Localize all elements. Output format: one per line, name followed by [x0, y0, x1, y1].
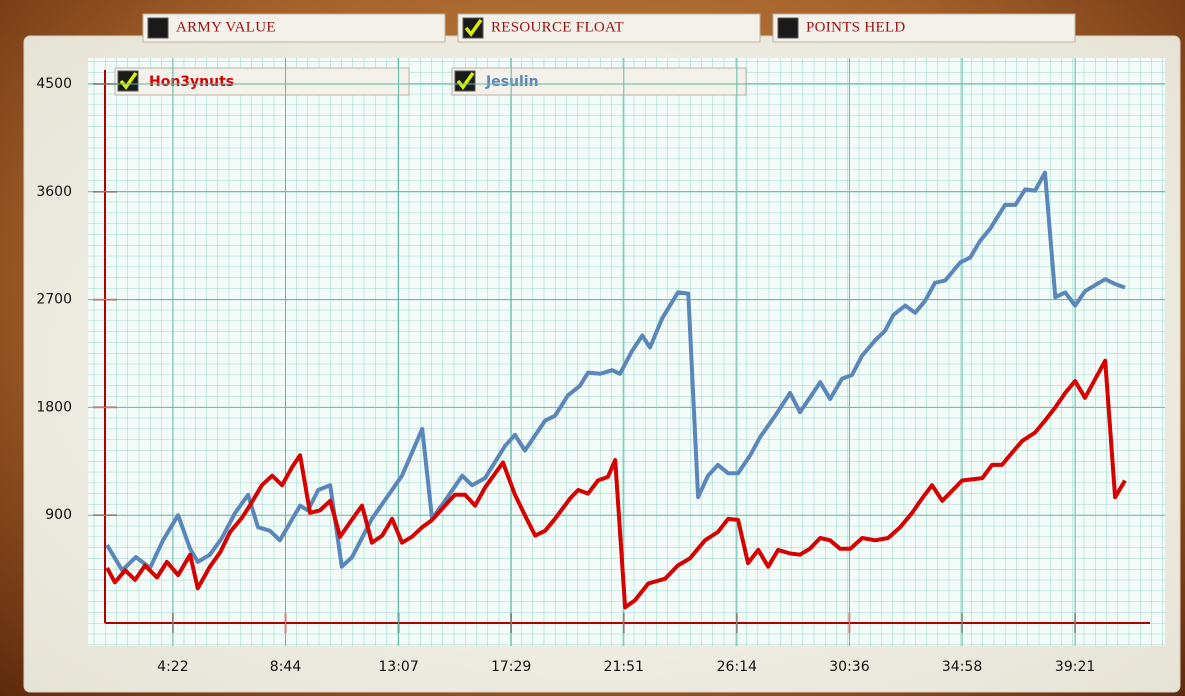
- x-tick-label: 26:14: [717, 659, 757, 675]
- tab-box: [142, 13, 446, 43]
- y-tick-label: 1800: [36, 399, 72, 415]
- legend-box: [114, 67, 410, 96]
- chart: ARMY VALUE RESOURCE FLOAT POINTS HELD Hon3y…: [36, 13, 1165, 675]
- grid-pattern: [88, 58, 1165, 646]
- tab[interactable]: POINTS HELD: [772, 13, 1076, 43]
- y-tick-label: 3600: [36, 184, 72, 200]
- y-tick-label: 900: [45, 507, 72, 523]
- legend-entry[interactable]: Jesulin: [451, 67, 747, 96]
- x-tick-label: 17:29: [491, 659, 531, 675]
- checkbox: [147, 17, 169, 39]
- legend-box: [451, 67, 747, 96]
- tab-box: [457, 13, 761, 43]
- checkmark: [119, 71, 138, 90]
- series-line: [105, 358, 1127, 610]
- tab-box: [772, 13, 1076, 43]
- checkmark: [456, 71, 475, 90]
- y-tick-label: 4500: [36, 76, 72, 92]
- x-tick-label: 21:51: [604, 659, 644, 675]
- x-tick-label: 4:22: [157, 659, 188, 675]
- x-tick-label: 34:58: [942, 659, 982, 675]
- x-tick-label: 8:44: [270, 659, 302, 675]
- tab-label: ARMY VALUE: [176, 19, 276, 35]
- series-line: [105, 170, 1126, 573]
- tab[interactable]: ARMY VALUE: [142, 13, 446, 43]
- legend-label: Hon3ynuts: [149, 74, 234, 90]
- x-tick-label: 39:21: [1055, 659, 1095, 675]
- checkmark: [464, 18, 483, 37]
- x-tick-label: 13:07: [378, 659, 418, 675]
- legend-entry[interactable]: Hon3ynuts: [114, 67, 410, 96]
- x-tick-label: 30:36: [829, 659, 869, 675]
- tab-label: POINTS HELD: [806, 19, 906, 35]
- legend-label: Jesulin: [485, 74, 539, 90]
- tab-label: RESOURCE FLOAT: [491, 19, 624, 35]
- y-tick-label: 2700: [36, 292, 72, 308]
- checkbox: [777, 17, 799, 39]
- tab[interactable]: RESOURCE FLOAT: [457, 13, 761, 43]
